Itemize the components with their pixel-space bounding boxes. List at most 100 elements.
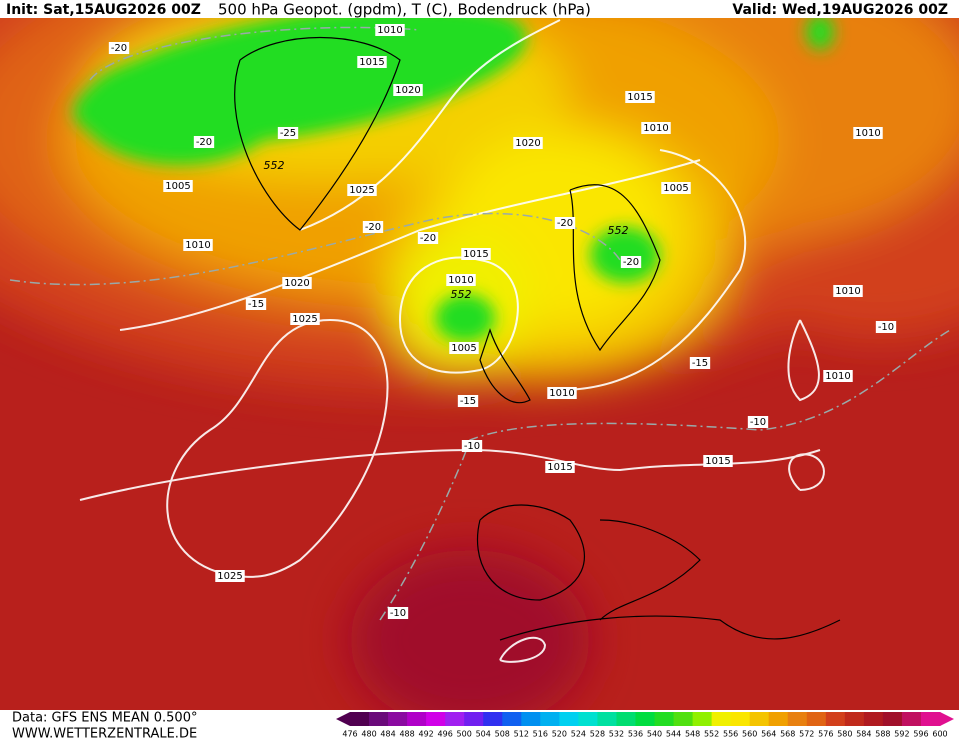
- temperature-label: -20: [196, 137, 212, 148]
- scale-label: 564: [761, 730, 776, 739]
- isobar-label-box: [823, 370, 853, 382]
- scale-label: 592: [894, 730, 909, 739]
- scale-cell: [711, 712, 732, 726]
- scale-cell: [483, 712, 503, 726]
- scale-cell: [806, 712, 827, 726]
- isobar-label: 1010: [825, 371, 850, 382]
- isobar-label-box: [357, 56, 387, 68]
- geopotential-label: 552: [264, 159, 285, 172]
- geopotential-label: 552: [608, 224, 629, 237]
- isobar-label-box: [461, 248, 491, 260]
- scale-cell: [407, 712, 427, 726]
- temperature-label: -20: [623, 257, 639, 268]
- scale-cell: [635, 712, 656, 726]
- scale-label: 544: [666, 730, 681, 739]
- isobar-label-box: [393, 84, 423, 96]
- isobar-label-group: 1005: [661, 182, 691, 194]
- isobar-label: 1025: [217, 571, 242, 582]
- temperature-label-box: [461, 440, 483, 452]
- scale-label: 484: [380, 730, 395, 739]
- scale-cell: [616, 712, 636, 726]
- scale-label: 576: [818, 730, 833, 739]
- isobar-label-box: [641, 122, 671, 134]
- isobar-label-group: 1010: [446, 274, 476, 286]
- temperature-label: -10: [464, 441, 480, 452]
- isobar-label-group: 1020: [513, 137, 543, 149]
- isobar-label-group: 1020: [282, 277, 312, 289]
- isobar-label-box: [290, 313, 320, 325]
- isobar-label: 1015: [547, 462, 572, 473]
- isobar-label: 1015: [463, 249, 488, 260]
- product-label: 500 hPa Geopot. (gpdm), T (C), Bodendruc…: [218, 1, 591, 19]
- temperature-label-group: -10: [461, 440, 483, 452]
- isobar-label: 1010: [377, 25, 402, 36]
- temperature-label-box: [620, 256, 642, 268]
- scale-label: 572: [799, 730, 814, 739]
- scale-label: 520: [552, 730, 567, 739]
- temperature-label: -20: [557, 218, 573, 229]
- temperature-label-group: -20: [362, 221, 384, 233]
- geopotential-label-group: 552: [608, 224, 629, 237]
- scale-label: 588: [875, 730, 890, 739]
- scale-cell: [692, 712, 713, 726]
- temperature-label-box: [245, 298, 267, 310]
- isobar-label-group: 1005: [449, 342, 479, 354]
- temperature-label-group: -20: [554, 217, 576, 229]
- scale-label: 548: [685, 730, 700, 739]
- scale-cell: [559, 712, 579, 726]
- isobar-label-box: [375, 24, 405, 36]
- isobar-label-box: [661, 182, 691, 194]
- scale-cell: [825, 712, 846, 726]
- temperature-label: -20: [111, 43, 127, 54]
- scale-label: 512: [514, 730, 529, 739]
- temperature-label-box: [554, 217, 576, 229]
- isobar-label: 1005: [663, 183, 688, 194]
- valid-label: Valid: Wed,19AUG2026 00Z: [732, 2, 948, 18]
- scale-label: 596: [913, 730, 928, 739]
- scale-label: 504: [476, 730, 491, 739]
- isobar-label: 1020: [284, 278, 309, 289]
- scale-cell: [901, 712, 922, 726]
- geopotential-label: 552: [451, 288, 472, 301]
- scale-cell: [863, 712, 884, 726]
- scale-cell: [502, 712, 522, 726]
- scale-cell: [749, 712, 770, 726]
- header-bar: [0, 0, 959, 18]
- isobar-label-box: [215, 570, 245, 582]
- temperature-label-box: [689, 357, 711, 369]
- temperature-label-group: -25: [277, 127, 299, 139]
- scale-label: 584: [856, 730, 871, 739]
- scale-label: 516: [533, 730, 548, 739]
- scale-label: 476: [342, 730, 357, 739]
- isobar-label-box: [449, 342, 479, 354]
- scale-cell: [597, 712, 617, 726]
- isobar-label-box: [853, 127, 883, 139]
- temperature-label-box: [277, 127, 299, 139]
- isobar-label-group: 1025: [215, 570, 245, 582]
- temperature-label: -15: [692, 358, 708, 369]
- isobar-label-box: [545, 461, 575, 473]
- isobar-label: 1025: [292, 314, 317, 325]
- scale-cell: [920, 712, 941, 726]
- isobar-label-group: 1015: [625, 91, 655, 103]
- scale-cell: [882, 712, 903, 726]
- temperature-label-box: [417, 232, 439, 244]
- scale-cell: [654, 712, 675, 726]
- scale-cell: [464, 712, 484, 726]
- temperature-label: -10: [390, 608, 406, 619]
- isobar-label-box: [703, 455, 733, 467]
- scale-label: 528: [590, 730, 605, 739]
- temperature-label-box: [387, 607, 409, 619]
- temperature-label-box: [193, 136, 215, 148]
- isobar-label-group: 1015: [703, 455, 733, 467]
- temperature-label-group: -15: [245, 298, 267, 310]
- isobar-label-group: 1010: [375, 24, 405, 36]
- scale-label: 568: [780, 730, 795, 739]
- scale-cell: [578, 712, 598, 726]
- temperature-label: -10: [878, 322, 894, 333]
- geopotential-label-group: 552: [264, 159, 285, 172]
- scale-label: 556: [723, 730, 738, 739]
- isobar-label-box: [446, 274, 476, 286]
